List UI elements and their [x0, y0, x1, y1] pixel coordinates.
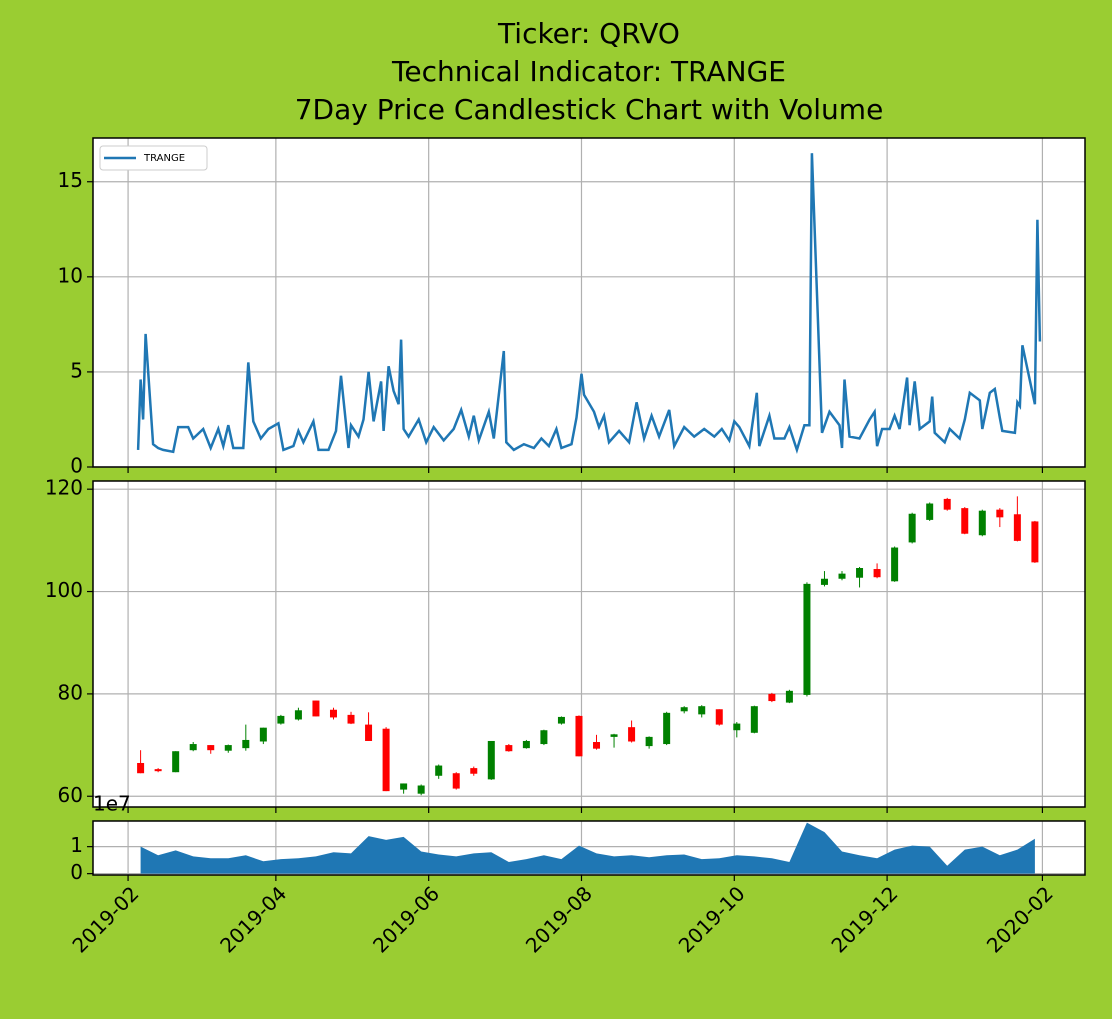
y-tick-label: 120 [45, 476, 83, 500]
chart-title: 7Day Price Candlestick Chart with Volume [295, 93, 884, 126]
candle-body [838, 573, 846, 579]
candle-body [435, 765, 443, 776]
candle-body [820, 578, 828, 585]
candle-body [294, 710, 302, 720]
plot-frame [92, 137, 1086, 468]
legend-box [99, 145, 208, 171]
candle-body [487, 740, 495, 780]
candle-body [154, 769, 162, 772]
candle-body [1013, 514, 1021, 541]
candle-body [908, 513, 916, 543]
plot-area [93, 138, 1085, 467]
y-tick-label: 100 [45, 578, 83, 602]
candle-body [277, 715, 285, 724]
y-tick-label: 80 [58, 680, 83, 704]
y-tick-label: 0 [70, 860, 83, 884]
y-tick-label: 1 [70, 833, 83, 857]
candle-body [663, 712, 671, 745]
candle-body [891, 547, 899, 582]
candle-body [242, 739, 250, 749]
candle-body [259, 727, 267, 742]
chart-title: Ticker: QRVO [497, 17, 680, 50]
candle-body [207, 745, 215, 751]
candle-body [768, 693, 776, 702]
candle-body [961, 508, 969, 534]
candle-body [505, 745, 513, 752]
candle-body [224, 745, 232, 751]
candle-body [785, 690, 793, 703]
candle-body [365, 724, 373, 741]
candle-body [610, 734, 618, 737]
candle-body [698, 706, 706, 715]
candle-body [593, 742, 601, 749]
candle-body [645, 736, 653, 747]
candle-body [400, 783, 408, 790]
candle-body [172, 751, 180, 773]
candle-body [452, 773, 460, 789]
y-tick-label: 5 [70, 358, 83, 382]
legend-label: TRANGE [143, 153, 185, 164]
candle-body [189, 744, 197, 751]
y-tick-label: 15 [58, 168, 83, 192]
y-tick-label: 10 [58, 263, 83, 287]
candle-body [803, 583, 811, 695]
plot-area [93, 481, 1085, 807]
candle-body [856, 568, 864, 578]
y-tick-label: 0 [70, 454, 83, 478]
candle-body [575, 715, 583, 757]
candle-body [733, 723, 741, 731]
plot-frame [92, 820, 1086, 876]
candle-body [996, 509, 1004, 518]
candle-body [873, 569, 881, 578]
plot-frame [92, 480, 1086, 808]
candle-body [680, 707, 688, 712]
candle-body [943, 498, 951, 510]
line-series [136, 153, 1042, 455]
y-tick-label: 60 [58, 783, 83, 807]
candle-body [312, 700, 320, 717]
candle-body [628, 727, 636, 742]
candle-body [382, 728, 390, 792]
candle-body [540, 730, 548, 745]
chart-title: Technical Indicator: TRANGE [391, 55, 786, 88]
candle-body [470, 768, 478, 774]
candle-body [329, 709, 337, 718]
candle-body [522, 740, 530, 749]
candle-body [557, 716, 565, 724]
candle-body [750, 706, 758, 733]
candle-body [417, 785, 425, 794]
candle-body [347, 714, 355, 724]
candle-body [926, 503, 934, 520]
candle-body [978, 510, 986, 536]
candle-body [137, 762, 145, 774]
volume-area [140, 822, 1035, 874]
candle-body [715, 709, 723, 725]
candle-body [1031, 521, 1039, 563]
y-offset-label: 1e7 [93, 792, 131, 816]
